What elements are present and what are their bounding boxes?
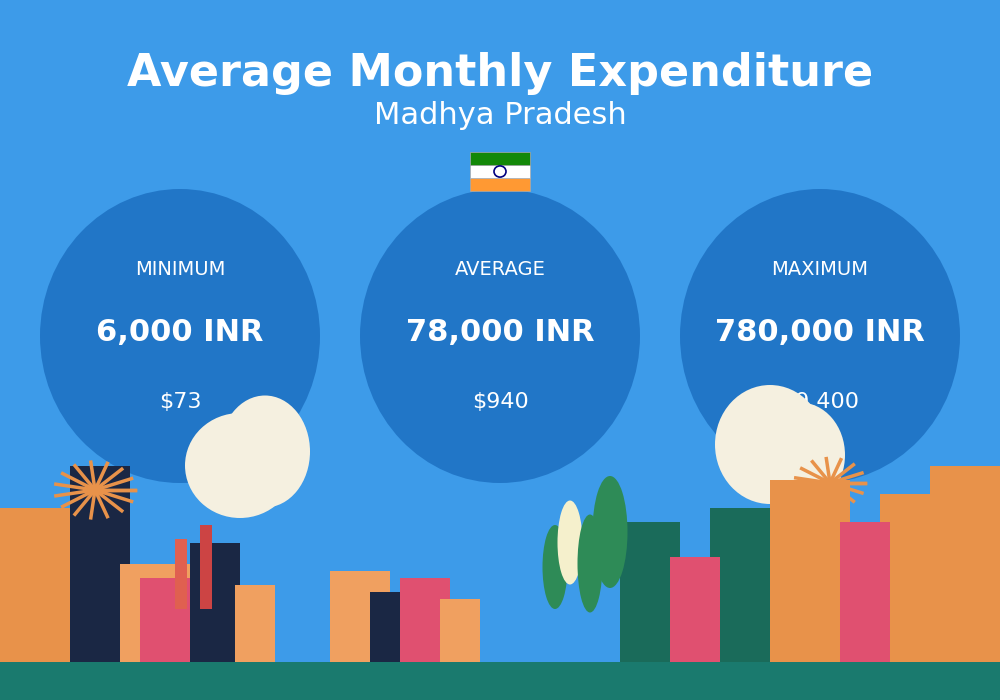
Text: 780,000 INR: 780,000 INR [715,318,925,347]
Ellipse shape [542,525,568,609]
Ellipse shape [558,500,582,584]
Bar [470,165,530,178]
Bar [175,539,187,609]
Ellipse shape [592,476,628,588]
Bar [200,525,212,609]
Ellipse shape [715,385,825,504]
Bar [440,598,480,662]
Bar [880,494,940,662]
Text: AVERAGE: AVERAGE [455,260,545,279]
Bar [370,592,410,662]
Ellipse shape [185,413,295,518]
Text: Average Monthly Expenditure: Average Monthly Expenditure [127,52,873,95]
Text: $9,400: $9,400 [781,393,859,412]
Text: 6,000 INR: 6,000 INR [96,318,264,347]
Text: MAXIMUM: MAXIMUM [772,260,868,279]
Bar [235,584,275,662]
Bar [470,153,530,165]
Text: 78,000 INR: 78,000 INR [406,318,594,347]
Ellipse shape [680,189,960,483]
Text: $940: $940 [472,393,528,412]
Bar [70,466,130,662]
Bar [840,522,890,662]
Bar [400,578,450,662]
Bar [190,542,240,662]
Text: MINIMUM: MINIMUM [135,260,225,279]
Text: Madhya Pradesh: Madhya Pradesh [374,101,626,130]
Bar [330,570,390,662]
Bar [620,522,680,662]
Bar [140,578,190,662]
Text: $73: $73 [159,393,201,412]
Ellipse shape [40,189,320,483]
Bar [930,466,1000,662]
Ellipse shape [755,402,845,507]
Bar [710,508,780,662]
Ellipse shape [360,189,640,483]
Bar [470,178,530,190]
Bar [670,556,720,662]
Bar [120,564,190,661]
Bar [0,662,1000,700]
Ellipse shape [578,514,602,612]
Ellipse shape [220,395,310,508]
Bar [0,508,90,662]
Bar [770,480,850,662]
